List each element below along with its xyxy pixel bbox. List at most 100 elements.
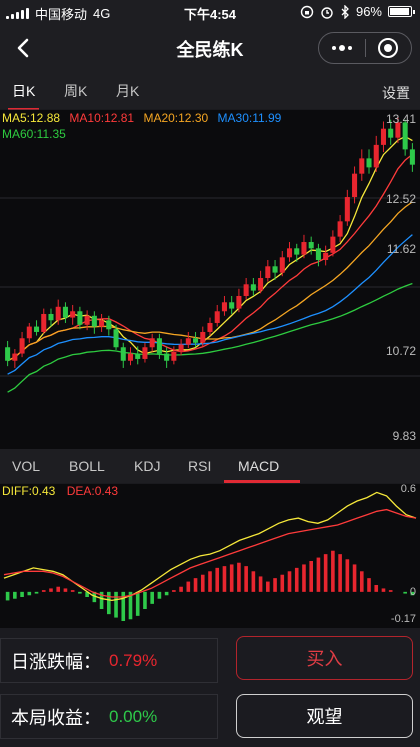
network-label: 4G xyxy=(93,6,111,21)
candle xyxy=(185,331,191,349)
daily-change-box: 日涨跌幅： 0.79% xyxy=(0,638,218,683)
candle xyxy=(214,304,220,327)
tab-boll[interactable]: BOLL xyxy=(69,458,105,474)
candle xyxy=(330,230,336,257)
candle xyxy=(135,346,141,365)
close-button[interactable] xyxy=(366,33,412,63)
price-axis-label: 13.41 xyxy=(385,112,416,126)
candle xyxy=(409,143,415,172)
ma20-line xyxy=(7,201,413,362)
candle xyxy=(178,339,184,356)
chevron-left-icon[interactable] xyxy=(10,34,38,62)
macd-legend: DIFF:0.43 DEA:0.43 xyxy=(2,484,126,498)
ma20-label: MA20:12.30 xyxy=(143,111,209,125)
candle xyxy=(373,135,379,172)
macd-axis-label: -0.17 xyxy=(390,613,416,625)
candle xyxy=(279,251,285,277)
tab-kdj[interactable]: KDJ xyxy=(134,458,161,474)
battery-icon xyxy=(388,6,415,17)
candle xyxy=(84,310,90,331)
nav-bar: 全民练K xyxy=(0,24,420,72)
settings-button[interactable]: 设置 xyxy=(382,85,410,101)
tab-macd[interactable]: MACD xyxy=(238,458,280,474)
candle xyxy=(229,295,235,314)
ma60-label: MA60:11.35 xyxy=(2,127,66,141)
candle xyxy=(272,260,278,280)
candle xyxy=(359,149,365,181)
candle xyxy=(149,333,155,352)
daily-change-label: 日涨跌幅： xyxy=(11,651,101,672)
more-dots-icon xyxy=(331,45,352,51)
candle xyxy=(55,299,61,325)
ma60-line xyxy=(7,282,413,393)
battery-percent: 96% xyxy=(355,4,382,19)
bottom-panel: 日涨跌幅： 0.79% 本局收益： 0.00% 买入 观望 xyxy=(0,628,420,747)
candle xyxy=(221,295,227,316)
ma-legend-row-2: MA60:11.35 xyxy=(2,127,72,141)
candle xyxy=(193,331,199,348)
price-axis-label: 9.83 xyxy=(392,429,416,443)
watch-button[interactable]: 观望 xyxy=(236,694,413,738)
candle xyxy=(402,119,408,156)
tab-daily-k[interactable]: 日K xyxy=(7,83,40,110)
candle xyxy=(337,215,343,243)
indicator-tabs: VOL BOLL KDJ RSI MACD xyxy=(0,449,420,483)
candle xyxy=(380,121,387,153)
buy-button[interactable]: 买入 xyxy=(236,636,413,680)
candle xyxy=(207,317,213,336)
candle xyxy=(127,347,134,366)
lock-rotation-icon xyxy=(300,5,314,18)
price-axis-label: 11.62 xyxy=(386,242,416,256)
candle xyxy=(106,315,112,336)
candle xyxy=(395,117,401,144)
candle xyxy=(286,242,293,262)
tab-weekly-k[interactable]: 周K xyxy=(64,83,88,99)
candle xyxy=(294,243,300,262)
candle xyxy=(388,119,394,145)
tab-monthly-k[interactable]: 月K xyxy=(116,83,140,99)
candle xyxy=(243,278,249,300)
ma5-label: MA5:12.88 xyxy=(2,111,61,125)
candle xyxy=(120,342,126,368)
signal-icon xyxy=(6,7,29,19)
macd-axis-label: 0 xyxy=(409,586,416,598)
clock: 下午4:54 xyxy=(183,7,237,22)
candle xyxy=(315,243,321,267)
diff-label: DIFF:0.43 xyxy=(2,484,56,498)
tab-rsi[interactable]: RSI xyxy=(188,458,212,474)
status-right: 96% xyxy=(300,4,415,19)
period-tabs: 日K 周K 月K 设置 xyxy=(0,72,420,110)
candle xyxy=(5,340,11,367)
candle xyxy=(164,347,170,368)
active-tab-indicator xyxy=(224,480,300,483)
candlestick-chart[interactable] xyxy=(0,109,420,449)
candle xyxy=(323,245,329,266)
candle xyxy=(62,302,68,323)
ma-legend-row-1: MA5:12.88 MA10:12.81 MA20:12.30 MA30:11.… xyxy=(2,111,287,125)
page-title: 全民练K xyxy=(176,40,244,60)
candle xyxy=(236,288,242,313)
candle xyxy=(77,306,83,330)
candle xyxy=(33,320,40,336)
macd-chart[interactable] xyxy=(0,483,420,627)
alarm-icon xyxy=(321,6,333,19)
daily-change-value: 0.79% xyxy=(109,650,158,670)
more-button[interactable] xyxy=(319,33,365,63)
candle xyxy=(301,234,307,259)
candle xyxy=(70,304,76,325)
candle xyxy=(26,322,32,343)
candle xyxy=(142,342,148,363)
dea-line xyxy=(3,508,417,598)
candle xyxy=(366,149,372,174)
candle xyxy=(91,311,97,334)
total-return-value: 0.00% xyxy=(109,706,158,726)
ma10-label: MA10:12.81 xyxy=(69,111,135,125)
candle xyxy=(41,308,47,334)
ma30-line xyxy=(7,234,413,375)
candle xyxy=(250,278,256,296)
candle xyxy=(258,270,264,294)
candle xyxy=(12,349,18,368)
tab-vol[interactable]: VOL xyxy=(12,458,41,474)
candle xyxy=(48,308,54,327)
total-return-box: 本局收益： 0.00% xyxy=(0,694,218,739)
